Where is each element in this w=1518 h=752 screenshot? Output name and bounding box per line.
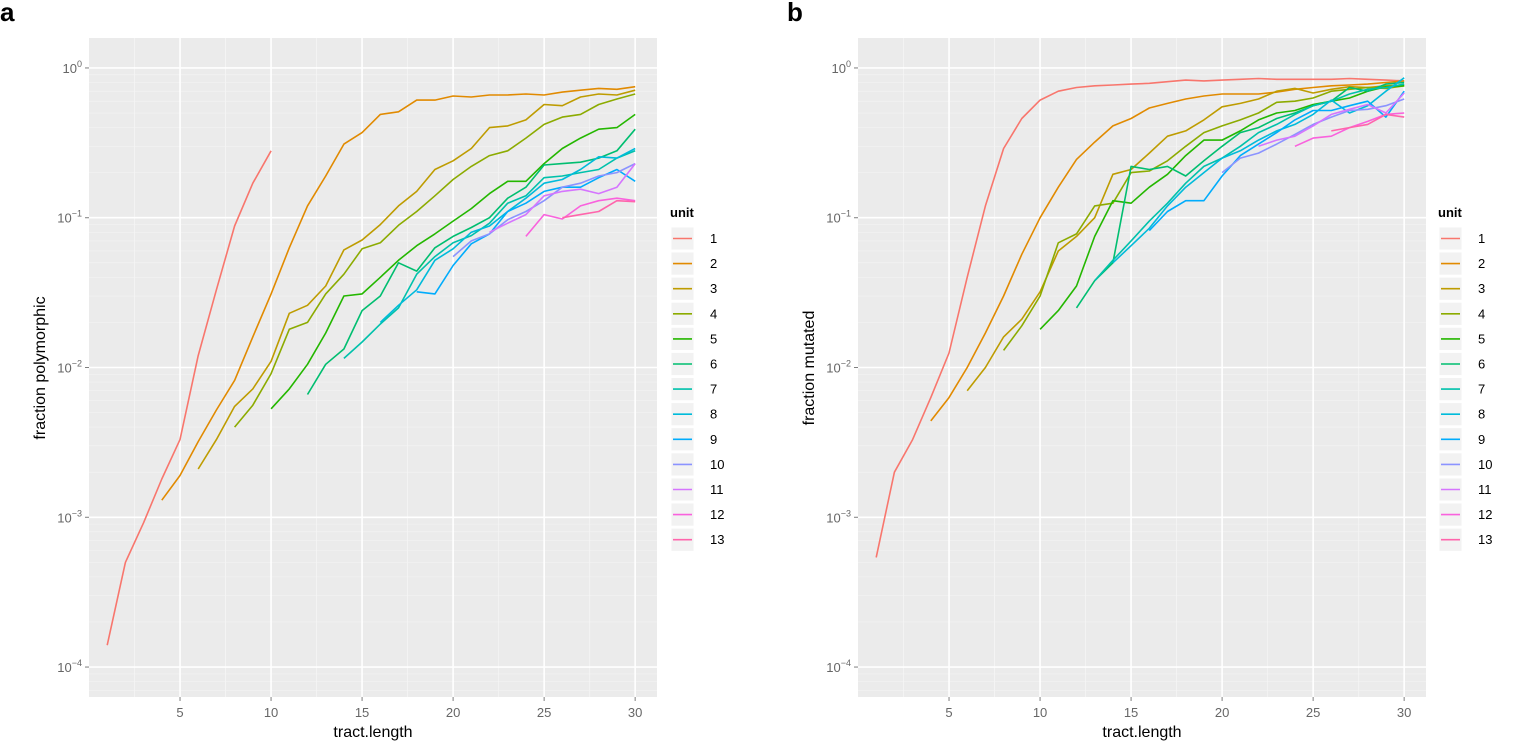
series-line-unit-2 <box>161 85 636 501</box>
legend-label: 2 <box>710 256 717 271</box>
legend-label: 7 <box>1478 382 1485 397</box>
series-line-unit-1 <box>875 77 1405 558</box>
series-line-unit-6 <box>306 128 636 395</box>
legend-label: 10 <box>1478 457 1492 472</box>
y-tick-label: 100 <box>63 59 82 76</box>
legend-label: 2 <box>1478 256 1485 271</box>
legend-label: 9 <box>710 432 717 447</box>
series-line-unit-11 <box>489 163 636 233</box>
legend-label: 6 <box>710 357 717 372</box>
legend-label: 8 <box>1478 407 1485 422</box>
series-line-unit-5 <box>270 113 636 410</box>
series-line-unit-3 <box>966 84 1405 392</box>
series-line-unit-7 <box>1094 83 1405 282</box>
x-tick-label: 15 <box>1124 705 1138 720</box>
y-tick-label: 10−4 <box>826 658 851 675</box>
series-line-unit-13 <box>562 199 636 219</box>
y-tick-label: 10−1 <box>826 209 851 226</box>
legend-label: 4 <box>1478 306 1485 321</box>
legend-label: 13 <box>710 532 724 547</box>
legend-label: 1 <box>710 231 717 246</box>
y-tick-label: 10−3 <box>57 508 82 525</box>
series-lines <box>875 77 1405 558</box>
series-line-unit-11 <box>1258 92 1405 148</box>
legend-title: unit <box>670 205 694 220</box>
series-line-unit-4 <box>233 93 636 428</box>
legend-label: 5 <box>1478 331 1485 346</box>
legend-label: 3 <box>710 281 717 296</box>
x-axis-title: tract.length <box>333 724 412 741</box>
panel-b: b5 10 15 20 25 3010010−110−210−310−4tract.len… <box>787 0 1492 741</box>
series-line-unit-13 <box>1331 113 1405 132</box>
y-tick-label: 10−2 <box>826 359 851 376</box>
x-axis-title: tract.length <box>1102 724 1181 741</box>
x-tick-label: 5 <box>176 705 183 720</box>
y-tick-label: 10−1 <box>57 209 82 226</box>
series-line-unit-10 <box>452 162 636 258</box>
y-axis-title: fraction polymorphic <box>32 296 49 439</box>
legend-label: 12 <box>710 507 724 522</box>
series-line-unit-6 <box>1075 81 1405 309</box>
legend-label: 10 <box>710 457 724 472</box>
series-line-unit-9 <box>416 168 636 295</box>
y-tick-label: 10−3 <box>826 508 851 525</box>
series-lines <box>106 85 636 646</box>
legend-label: 6 <box>1478 357 1485 372</box>
y-tick-label: 10−4 <box>57 658 82 675</box>
series-line-unit-5 <box>1039 85 1405 330</box>
legend-label: 13 <box>1478 532 1492 547</box>
x-tick-label: 10 <box>1033 705 1047 720</box>
legend-label: 12 <box>1478 507 1492 522</box>
x-tick-label: 30 <box>628 705 642 720</box>
x-tick-label: 25 <box>1306 705 1320 720</box>
legend-label: 4 <box>710 306 717 321</box>
panel-a: a5 10 15 20 25 3010010−110−210−310−4tract.len… <box>0 0 724 741</box>
x-tick-label: 20 <box>1215 705 1229 720</box>
series-line-unit-1 <box>106 150 272 646</box>
legend-label: 11 <box>1478 482 1492 497</box>
legend-label: 1 <box>1478 231 1485 246</box>
x-tick-label: 20 <box>446 705 460 720</box>
legend-label: 8 <box>710 407 717 422</box>
panel-letter: b <box>787 0 803 27</box>
series-line-unit-3 <box>197 89 636 470</box>
x-tick-label: 10 <box>264 705 278 720</box>
x-tick-label: 30 <box>1397 705 1411 720</box>
x-tick-label: 15 <box>355 705 369 720</box>
y-tick-label: 100 <box>832 59 851 76</box>
legend-label: 3 <box>1478 281 1485 296</box>
panel-letter: a <box>0 0 15 27</box>
x-tick-label: 25 <box>537 705 551 720</box>
legend-label: 11 <box>710 482 724 497</box>
legend-label: 5 <box>710 331 717 346</box>
x-tick-label: 5 <box>945 705 952 720</box>
series-line-unit-9 <box>1148 90 1405 232</box>
series-line-unit-7 <box>343 150 636 359</box>
y-tick-label: 10−2 <box>57 359 82 376</box>
series-line-unit-4 <box>1002 85 1405 351</box>
legend-title: unit <box>1438 205 1462 220</box>
y-axis-title: fraction mutated <box>801 311 818 426</box>
series-line-unit-12 <box>525 197 636 237</box>
legend-label: 9 <box>1478 432 1485 447</box>
legend-label: 7 <box>710 382 717 397</box>
series-line-unit-2 <box>930 80 1405 422</box>
